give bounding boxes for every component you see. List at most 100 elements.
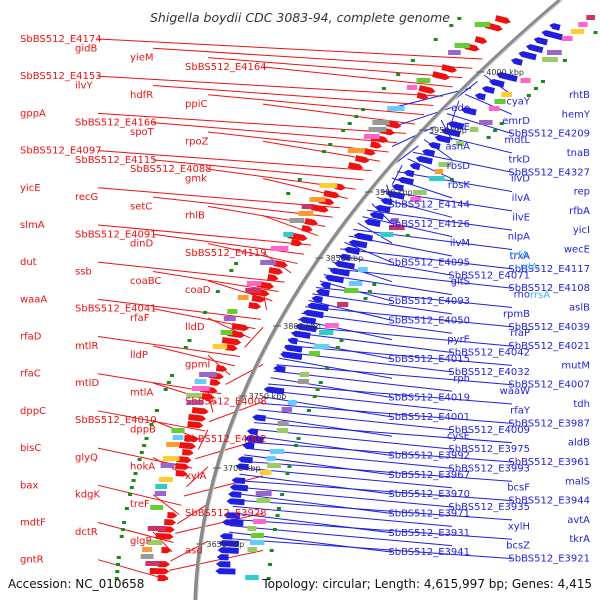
gene-label: yicI <box>573 225 590 236</box>
leader-line <box>244 326 264 348</box>
gene-block <box>298 211 314 216</box>
gc-mark <box>166 381 171 384</box>
right-strand-feature <box>380 197 393 206</box>
gene-block <box>194 379 207 384</box>
right-strand-feature <box>409 162 421 171</box>
leader-line <box>396 171 513 193</box>
gc-mark <box>339 339 344 342</box>
leader-line <box>152 382 218 404</box>
gc-mark <box>122 521 127 524</box>
gc-mark <box>541 80 545 83</box>
left-strand-feature <box>267 274 279 282</box>
left-strand-feature <box>304 218 318 226</box>
gene-label: tkrA <box>569 534 590 545</box>
gc-mark <box>322 150 326 153</box>
gene-label: SbBS512_E3944 <box>508 496 590 507</box>
left-strand-feature <box>175 470 188 477</box>
right-strand-feature <box>307 302 329 312</box>
right-strand-feature <box>461 106 477 116</box>
gene-label: SbBS512_E3971 <box>388 508 470 519</box>
gc-mark <box>187 339 192 342</box>
right-strand-feature <box>391 183 404 192</box>
left-strand-feature <box>209 379 221 386</box>
gene-block <box>542 57 558 62</box>
gene-label: SbBS512_E4115 <box>75 155 157 166</box>
kbp-tick-label: 4000 kbp <box>486 68 524 77</box>
leader-line <box>391 126 436 147</box>
gene-label: ilvM <box>450 238 470 249</box>
topology-summary: Topology: circular; Length: 4,615,997 bp… <box>261 577 592 591</box>
left-strand-feature <box>347 162 364 171</box>
gene-label: SbBS512_E4032 <box>448 367 530 378</box>
gene-block <box>448 50 461 55</box>
gc-mark <box>533 87 538 90</box>
gene-block <box>434 169 444 174</box>
gene-label: mtlA <box>130 387 153 398</box>
gene-label: xylH <box>508 521 530 532</box>
gene-block <box>586 15 595 20</box>
kbp-tick-label: 3750 kbp <box>249 392 287 401</box>
right-strand-feature <box>329 267 350 277</box>
right-strand-feature <box>315 288 330 297</box>
gene-block <box>344 288 359 293</box>
gene-label: ilvE <box>512 212 530 223</box>
gene-block <box>390 218 399 223</box>
leader-line <box>186 466 209 488</box>
gene-label: trkD <box>508 154 530 165</box>
gene-label: bcsZ <box>506 541 530 552</box>
gc-mark <box>493 129 498 132</box>
leader-line <box>353 229 513 251</box>
leader-line <box>391 164 403 186</box>
leader-line <box>97 484 182 506</box>
left-strand-feature <box>310 204 329 213</box>
gene-label: SbBS512_E4010 <box>75 415 157 426</box>
gc-mark <box>272 528 277 531</box>
right-strand-feature <box>215 561 231 568</box>
right-strand-feature <box>397 176 414 186</box>
gene-block <box>158 477 173 482</box>
leader-line <box>97 410 206 432</box>
right-strand-feature <box>273 365 286 373</box>
gene-label: xylA <box>185 471 207 482</box>
gene-label: mtlR <box>75 341 98 352</box>
right-strand-feature <box>311 295 323 303</box>
gc-mark <box>341 129 346 132</box>
gene-block <box>454 43 470 48</box>
gc-mark <box>486 136 491 139</box>
gene-label: recG <box>75 192 98 203</box>
gene-label: trxA <box>509 251 530 262</box>
right-strand-feature <box>226 498 245 506</box>
gene-label: nlpA <box>508 232 530 243</box>
left-strand-feature <box>272 260 288 268</box>
gc-mark <box>139 451 144 454</box>
leader-line <box>169 549 264 571</box>
right-strand-feature <box>496 72 518 83</box>
gc-mark <box>312 395 317 398</box>
gene-block <box>227 309 238 314</box>
gene-block <box>283 232 294 237</box>
leader-line <box>97 261 285 283</box>
right-strand-feature <box>403 169 415 178</box>
gene-label: cyaY <box>506 96 531 107</box>
gene-label: SbBS512_E4039 <box>508 322 590 333</box>
gene-label: waaA <box>20 294 47 305</box>
gc-mark <box>372 283 377 286</box>
right-strand-feature <box>481 86 495 94</box>
left-strand-feature <box>188 414 207 422</box>
gc-mark <box>129 486 134 489</box>
gene-label: treF <box>130 499 150 510</box>
gene-block <box>298 379 309 384</box>
left-strand-feature <box>418 85 436 94</box>
gene-label: tnaB <box>567 148 590 159</box>
left-strand-feature <box>157 561 170 568</box>
gc-mark <box>229 269 234 272</box>
gene-label: tdh <box>573 399 590 410</box>
left-strand-feature <box>363 148 376 156</box>
gene-block <box>368 127 387 132</box>
gene-block <box>406 85 418 90</box>
leader-line <box>239 473 393 495</box>
leader-line <box>262 396 393 418</box>
left-strand-feature <box>231 323 249 331</box>
gene-label: rfaC <box>20 369 41 380</box>
leader-line <box>367 209 513 231</box>
